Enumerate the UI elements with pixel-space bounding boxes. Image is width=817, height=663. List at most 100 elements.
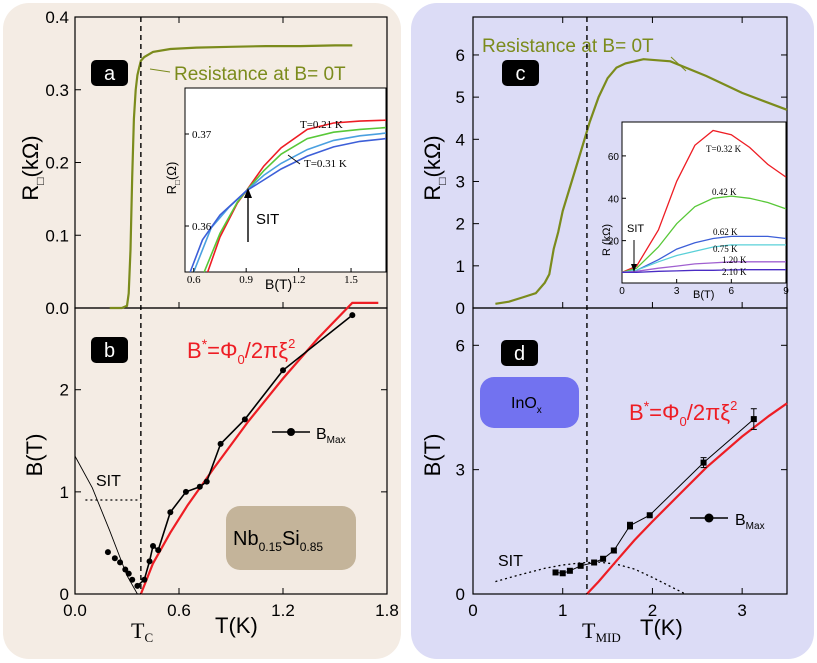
ytick-label-d: 0 bbox=[456, 585, 465, 604]
ytick-label-c: 6 bbox=[456, 46, 465, 65]
bmax-point bbox=[600, 555, 607, 562]
inset-a-label-bottom-pointer bbox=[287, 154, 301, 165]
sit-label-d: SIT bbox=[498, 553, 523, 570]
bmax-point bbox=[125, 570, 132, 577]
bmax-point bbox=[591, 559, 598, 566]
ytick-label-c: 0 bbox=[456, 299, 465, 318]
xtick-label-b: 0.0 bbox=[63, 601, 87, 620]
svg-text:R□(Ω): R□(Ω) bbox=[164, 162, 182, 195]
inset-c-sit: SIT bbox=[627, 223, 644, 235]
panel-b-label-box bbox=[91, 337, 128, 363]
left-figure: 0.0 0.1 0.2 0.3 0.4 0 1 2 0.0 0.6 1.2 1.8 a Resista… bbox=[18, 8, 399, 645]
bmax-point bbox=[577, 562, 584, 569]
ytick-label-c: 3 bbox=[456, 172, 465, 191]
bmax-point bbox=[111, 555, 118, 562]
inset-a-sit: SIT bbox=[256, 211, 279, 228]
panel-a-label: a bbox=[104, 63, 116, 85]
panel-b-ylabel: B(T) bbox=[22, 434, 47, 477]
inset-c-curve-label: 2.10 K bbox=[722, 267, 747, 277]
inset-c-series bbox=[621, 261, 786, 274]
inset-a-ytick-label: 0.37 bbox=[192, 129, 212, 141]
tmid-label-d: TMID bbox=[582, 618, 621, 645]
annotation-c: Resistance at B= 0T bbox=[482, 36, 654, 57]
bmax-points-b bbox=[104, 312, 356, 589]
material-b: Nb0.15Si0.85 bbox=[233, 528, 323, 554]
panel-c: c Resistance at B= 0T R□(kΩ) bbox=[420, 36, 788, 305]
ytick-label-a: 0.2 bbox=[45, 154, 69, 173]
bmax-point bbox=[552, 569, 559, 576]
panel-c-label: c bbox=[516, 63, 526, 85]
ytick-label-b: 0 bbox=[60, 585, 69, 604]
panel-d-frame bbox=[472, 307, 788, 595]
xtick-label-d: 3 bbox=[737, 601, 746, 620]
bmax-point bbox=[559, 570, 566, 577]
bmax-point bbox=[700, 459, 707, 466]
inset-c: 0 3 6 9 20 40 60 T=0.32 K 0.42 K 0.62 K 0.75 K1.2… bbox=[601, 121, 789, 301]
bmax-points-d bbox=[552, 408, 757, 577]
panel-d-xlabel: T(K) bbox=[640, 615, 683, 640]
svg-text:R□(kΩ): R□(kΩ) bbox=[18, 135, 47, 200]
bmax-point bbox=[349, 312, 356, 319]
bmax-point bbox=[280, 367, 286, 374]
inset-c-xlabel: B(T) bbox=[693, 289, 714, 301]
bstar-curve-d bbox=[586, 402, 788, 595]
inset-c-curve-label: 0.62 K bbox=[713, 227, 738, 237]
bmax-point bbox=[146, 558, 153, 565]
ytick-label-d: 3 bbox=[456, 461, 465, 480]
ytick-label-a: 0.1 bbox=[45, 226, 69, 245]
bmax-point bbox=[217, 440, 224, 447]
bmax-point bbox=[203, 478, 210, 485]
bmax-point bbox=[646, 512, 653, 519]
ytick-label-a: 0.3 bbox=[45, 81, 69, 100]
inset-a-label-bottom: T=0.31 K bbox=[304, 158, 347, 170]
legend-marker-d bbox=[704, 513, 714, 523]
inset-c-ticks: 0 3 6 9 20 40 60 bbox=[608, 152, 789, 297]
inset-a: 0.6 0.9 1.2 1.5 0.36 0.37 T=0.21 K T=0.31 K S… bbox=[164, 87, 387, 292]
annotation-a: Resistance at B= 0T bbox=[174, 64, 346, 85]
inset-a-series bbox=[203, 126, 387, 273]
ytick-label-c: 5 bbox=[456, 88, 465, 107]
material-box-d bbox=[480, 377, 579, 428]
inset-c-series bbox=[622, 269, 786, 274]
inset-c-series bbox=[621, 244, 786, 274]
ytick-label-b: 2 bbox=[60, 381, 69, 400]
bmax-point bbox=[610, 547, 617, 554]
sit-curve-d bbox=[495, 561, 685, 594]
bmax-point bbox=[104, 549, 111, 556]
ytick-label-c: 4 bbox=[456, 130, 465, 149]
inset-c-xtick-label: 9 bbox=[783, 286, 789, 297]
inset-a-xlabel: B(T) bbox=[265, 276, 292, 292]
panel-a-label-box bbox=[91, 60, 128, 86]
ytick-label-a: 0.4 bbox=[45, 8, 69, 27]
inset-c-curve-labels: T=0.32 K 0.42 K 0.62 K 0.75 K1.20 K 2.10 K bbox=[706, 144, 747, 277]
bmax-point bbox=[155, 547, 162, 554]
inset-c-xtick-label: 0 bbox=[619, 286, 625, 297]
ytick-label-b: 1 bbox=[60, 483, 69, 502]
inset-c-curve-label: T=0.32 K bbox=[706, 144, 742, 154]
inset-c-curves bbox=[621, 129, 787, 274]
legend-label-b: BMax bbox=[316, 426, 346, 446]
inset-c-ylabel: R (kΩ) bbox=[601, 224, 613, 256]
inset-c-curve-label: 0.42 K bbox=[712, 187, 737, 197]
inset-c-series bbox=[621, 129, 787, 273]
inset-a-xtick-label: 0.9 bbox=[239, 274, 253, 286]
bmax-point bbox=[566, 567, 573, 574]
bmax-point bbox=[150, 542, 156, 549]
inset-c-sit-arrow-head bbox=[631, 264, 637, 272]
annotation-pointer-c bbox=[670, 56, 687, 72]
svg-text:R□(kΩ): R□(kΩ) bbox=[420, 135, 449, 200]
panel-b-xlabel: T(K) bbox=[215, 613, 258, 638]
sit-arrow-head bbox=[244, 188, 252, 198]
sit-label-b: SIT bbox=[96, 473, 121, 490]
inset-a-series bbox=[206, 119, 387, 273]
tc-label-b: TC bbox=[131, 618, 153, 645]
resistance-curve-a bbox=[109, 44, 353, 310]
bmax-point bbox=[750, 416, 757, 423]
bmax-point bbox=[182, 488, 189, 495]
panel-d: d InOx B*=Φ0/2πξ2 BMax SIT B(T) T(K) TMI… bbox=[420, 340, 788, 645]
inset-c-ytick-label: 60 bbox=[608, 152, 620, 163]
panel-b: b B*=Φ0/2πξ2 BMax SIT Nb0.15Si0.85 B(T) … bbox=[22, 301, 379, 645]
inset-a-ticks: 0.6 0.9 1.2 1.5 0.36 0.37 bbox=[185, 129, 358, 286]
